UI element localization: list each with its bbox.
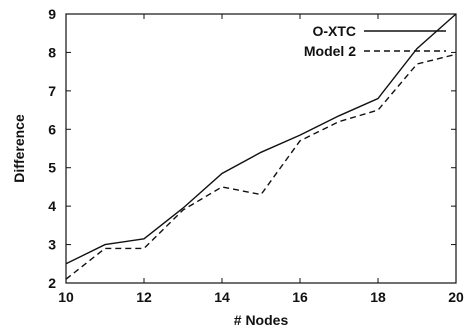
x-axis-title: # Nodes — [234, 312, 289, 328]
legend-label-o-xtc: O-XTC — [312, 23, 356, 39]
y-tick-label: 4 — [48, 198, 56, 214]
x-tick-label: 10 — [58, 289, 74, 305]
y-tick-label: 8 — [48, 44, 56, 60]
legend-label-model-2: Model 2 — [304, 43, 356, 59]
y-tick-label: 7 — [48, 83, 56, 99]
x-tick-label: 12 — [136, 289, 152, 305]
y-tick-label: 5 — [48, 160, 56, 176]
y-tick-label: 6 — [48, 121, 56, 137]
plot-frame — [65, 13, 457, 284]
y-tick-label: 2 — [48, 275, 56, 291]
y-tick-label: 3 — [48, 237, 56, 253]
series-line-model-2 — [65, 53, 457, 280]
series-line-o-xtc — [65, 13, 457, 265]
y-axis-title: Difference — [11, 114, 27, 183]
x-tick-label: 18 — [370, 289, 386, 305]
x-tick-label: 20 — [448, 289, 464, 305]
x-tick-label: 14 — [214, 289, 230, 305]
y-tick-label: 9 — [48, 6, 56, 22]
x-tick-label: 16 — [292, 289, 308, 305]
